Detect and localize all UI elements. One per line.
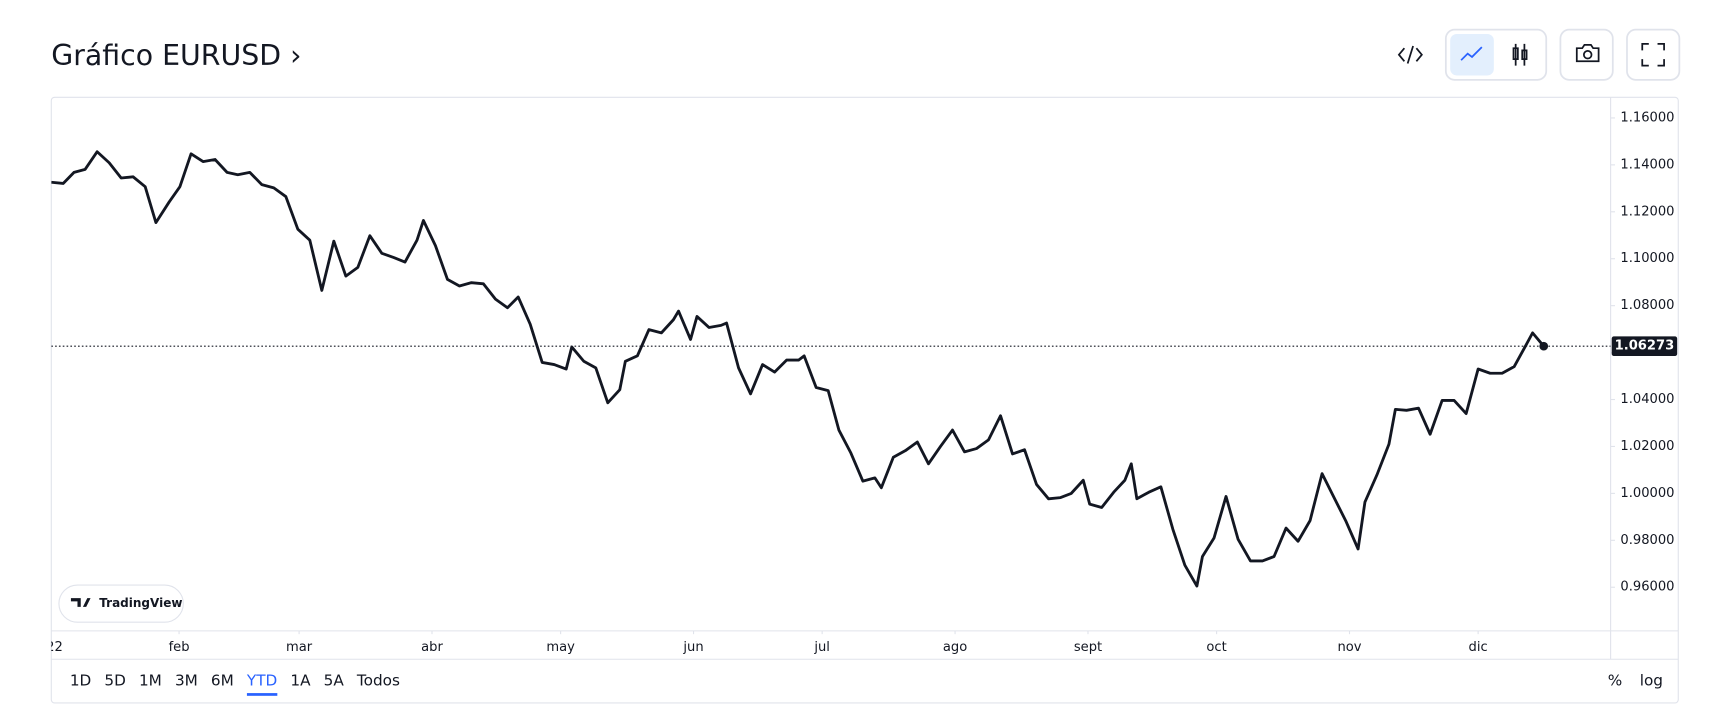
plot: [51, 150, 1611, 588]
last-point: [1539, 341, 1549, 351]
axes: 0.960000.980001.000001.020001.040001.060…: [1610, 110, 1678, 595]
x-tick-label: ago: [943, 640, 967, 655]
badge-logo: [70, 598, 91, 607]
x-tick-label: may: [546, 640, 575, 655]
y-tick-label: 0.96000: [1620, 580, 1674, 595]
range-button[interactable]: 6M: [211, 672, 234, 690]
range-active-underline: [246, 693, 278, 696]
range-button[interactable]: 5A: [324, 672, 345, 690]
scale-option[interactable]: %: [1608, 672, 1623, 690]
range-button[interactable]: YTD: [246, 672, 277, 690]
range-button[interactable]: Todos: [356, 672, 400, 690]
x-tick-label: feb: [169, 640, 190, 655]
x-tick-label: abr: [421, 640, 443, 655]
badge-text: TradingView: [99, 596, 182, 610]
embed-icon[interactable]: [1397, 45, 1423, 64]
line-icon: [1460, 46, 1483, 61]
fullscreen-button[interactable]: [1626, 28, 1681, 81]
range-button[interactable]: 1D: [70, 672, 91, 690]
y-tick-label: 1.14000: [1620, 157, 1674, 172]
x-tick-label: dic: [1469, 640, 1488, 655]
y-tick-label: 1.02000: [1620, 439, 1674, 454]
y-tick-label: 1.04000: [1620, 392, 1674, 407]
x-tick-label: sept: [1074, 640, 1102, 655]
x-tick-label: mar: [286, 640, 313, 655]
range-bar: 1D 5D 1M 3M 6M YTD 1A 5A Todos log%: [70, 672, 1663, 696]
x-tick-label: nov: [1337, 640, 1361, 655]
x-axis-labels: 2022 feb mar abr may jun jul ago sept oct nov dic: [29, 630, 1488, 655]
y-tick-label: 1.12000: [1620, 204, 1674, 219]
x-tick-label: 2022: [29, 640, 62, 655]
camera-icon: [1575, 44, 1600, 63]
fullscreen-icon: [1641, 42, 1665, 67]
range-button[interactable]: 5D: [104, 672, 125, 690]
y-tick-label: 0.98000: [1620, 533, 1674, 548]
range-button[interactable]: 3M: [175, 672, 198, 690]
y-tick-label: 1.16000: [1620, 110, 1674, 125]
toolbar: [1397, 28, 1681, 81]
y-tick-label: 1.10000: [1620, 251, 1674, 266]
title[interactable]: Gráfico EURUSD ›: [51, 39, 301, 72]
x-tick-label: jul: [813, 640, 830, 655]
x-tick-label: oct: [1206, 640, 1226, 655]
y-tick-label: 1.08000: [1620, 298, 1674, 313]
last-price-tag: [1611, 336, 1678, 357]
x-tick-label: jun: [682, 640, 703, 655]
y-tick-label: 1.00000: [1620, 486, 1674, 501]
last-price-label: 1.06273: [1615, 339, 1675, 354]
line-style-button[interactable]: [1450, 34, 1494, 76]
scale-option[interactable]: log: [1640, 672, 1663, 690]
price-line: [51, 150, 1545, 588]
badge-bg: [58, 584, 184, 623]
chart-frame: [50, 96, 1679, 704]
range-button[interactable]: 1M: [139, 672, 162, 690]
snapshot-button[interactable]: [1559, 28, 1614, 81]
style-group: [1444, 28, 1548, 81]
camera-lens: [1583, 50, 1593, 60]
branding-badge[interactable]: TradingView: [58, 584, 184, 623]
candle-icon[interactable]: [1512, 43, 1528, 66]
range-button[interactable]: 1A: [290, 672, 311, 690]
